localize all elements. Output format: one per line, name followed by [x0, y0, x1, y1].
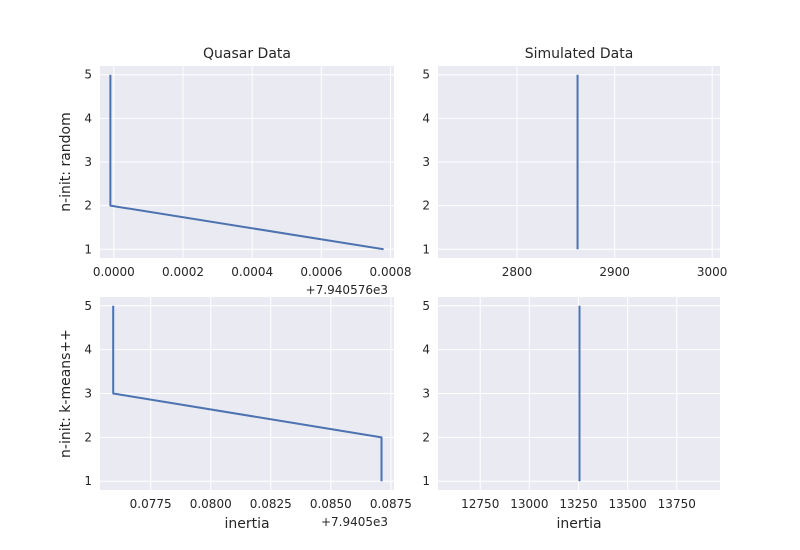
y-tick-label: 5 — [84, 68, 92, 82]
subplot-1: 0.0000 0.0002 0.0004 0.0006 0.0008 1 2 3 4 5 +7.94… — [58, 46, 412, 297]
x-tick-label: 0.0800 — [190, 497, 232, 511]
y-tick-label: 4 — [422, 343, 430, 357]
series-line — [109, 74, 384, 251]
y-tick-label: 1 — [84, 242, 92, 256]
x-tick-label: 3000 — [697, 265, 728, 279]
x-tick-label: 0.0875 — [370, 497, 412, 511]
x-tick-label: 13250 — [559, 497, 597, 511]
y-tick-label: 1 — [84, 474, 92, 488]
x-axis-label: inertia — [224, 516, 269, 532]
subplot-title: Simulated Data — [525, 46, 634, 62]
y-tick-label: 4 — [84, 343, 92, 357]
x-tick-label: 0.0008 — [370, 265, 412, 279]
y-tick-label: 2 — [84, 199, 92, 213]
x-tick-label: 0.0850 — [310, 497, 352, 511]
x-offset-label: +7.9405e3 — [321, 515, 388, 529]
y-tick-label: 3 — [84, 155, 92, 169]
y-tick-label: 2 — [84, 430, 92, 444]
x-tick-label: 0.0000 — [93, 265, 135, 279]
x-tick-label: 0.0006 — [300, 265, 342, 279]
x-tick-label: 13000 — [510, 497, 548, 511]
y-axis-label: n-init: random — [58, 112, 74, 212]
y-axis-label: n-init: k-means++ — [58, 329, 74, 458]
y-tick-label: 1 — [422, 474, 430, 488]
y-tick-label: 3 — [84, 387, 92, 401]
y-tick-label: 2 — [422, 199, 430, 213]
x-tick-label: 0.0825 — [250, 497, 292, 511]
x-tick-label: 13500 — [609, 497, 647, 511]
x-tick-label: 2900 — [599, 265, 630, 279]
subplot-2: 2800 2900 3000 1 2 3 4 5 Simulated Data — [422, 46, 727, 279]
x-tick-label: 0.0004 — [231, 265, 273, 279]
subplot-3: 0.0775 0.0800 0.0825 0.0850 0.0875 1 2 3 4 5 +7.94… — [58, 297, 412, 532]
y-tick-label: 3 — [422, 155, 430, 169]
y-tick-label: 4 — [84, 111, 92, 125]
y-tick-label: 3 — [422, 387, 430, 401]
y-tick-label: 5 — [84, 299, 92, 313]
subplot-title: Quasar Data — [203, 46, 291, 62]
y-tick-label: 4 — [422, 111, 430, 125]
x-axis-label: inertia — [556, 516, 601, 532]
x-tick-label: 2800 — [502, 265, 533, 279]
x-tick-label: 13750 — [658, 497, 696, 511]
y-tick-label: 2 — [422, 430, 430, 444]
x-tick-label: 0.0002 — [162, 265, 204, 279]
x-tick-label: 12750 — [461, 497, 499, 511]
x-tick-label: 0.0775 — [130, 497, 172, 511]
x-offset-label: +7.940576e3 — [306, 283, 388, 297]
y-tick-label: 5 — [422, 68, 430, 82]
y-tick-label: 1 — [422, 242, 430, 256]
series-line — [112, 305, 383, 482]
y-tick-label: 5 — [422, 299, 430, 313]
subplot-4: 12750 13000 13250 13500 13750 1 2 3 4 5 inertia — [422, 297, 720, 532]
